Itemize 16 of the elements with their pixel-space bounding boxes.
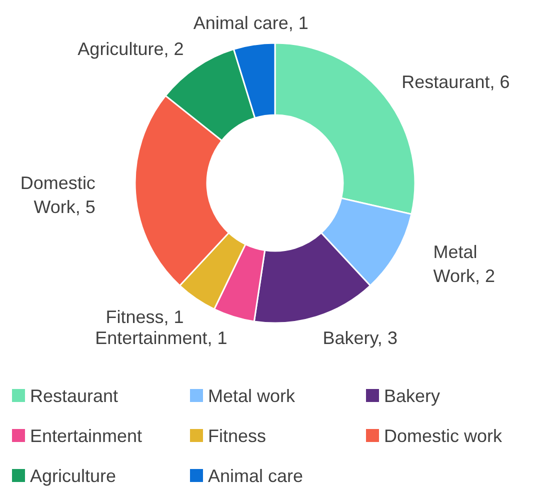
legend-label: Restaurant: [30, 386, 118, 406]
legend-label: Domestic work: [384, 426, 504, 446]
legend-label: Entertainment: [30, 426, 142, 446]
data-label: Animal care, 1: [193, 12, 308, 33]
data-label: Restaurant, 6: [402, 72, 510, 92]
legend-label: Animal care: [208, 466, 304, 486]
data-label: Fitness, 1: [106, 306, 184, 327]
legend-label: Bakery: [384, 386, 440, 406]
data-label: Entertainment, 1: [95, 328, 228, 348]
legend-label: Fitness: [208, 426, 266, 446]
data-label: Domestic Work, 5: [20, 173, 96, 218]
data-label: Agriculture, 2: [78, 39, 184, 60]
legend-label: Agriculture: [30, 466, 116, 486]
data-label: Bakery, 3: [322, 328, 398, 348]
data-label: Metal Work, 2: [433, 242, 495, 286]
legend-label: Metal work: [208, 386, 296, 406]
